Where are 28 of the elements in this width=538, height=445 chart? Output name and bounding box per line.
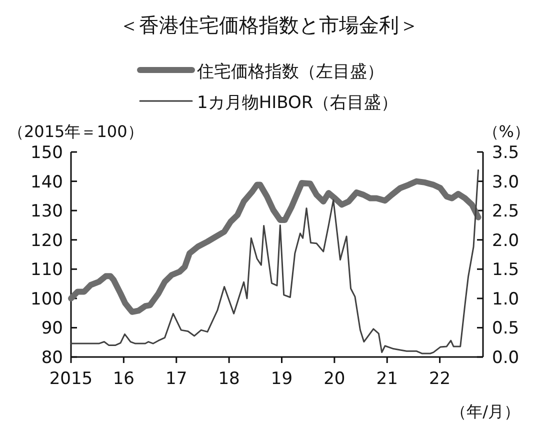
xlabel: （年/月）	[450, 402, 520, 421]
y2tick: 2.5	[492, 202, 520, 222]
xtick: 19	[270, 369, 293, 389]
xtick: 17	[166, 369, 188, 389]
xtick: 22	[428, 369, 451, 389]
title: ＜香港住宅価格指数と市場金利＞	[119, 13, 419, 37]
xtick: 16	[112, 369, 134, 389]
y2tick: 0.5	[492, 318, 520, 339]
ytick: 80	[41, 348, 63, 368]
y2tick: 3.0	[492, 172, 520, 192]
ytick: 90	[41, 318, 63, 339]
y2tick: 3.5	[492, 143, 520, 163]
ytick: 140	[30, 172, 63, 192]
ytick: 100	[30, 289, 63, 310]
ylabel: （2015年＝100）	[8, 122, 144, 141]
xtick: 20	[324, 369, 346, 389]
y2tick: 1.5	[492, 260, 520, 280]
ytick: 130	[30, 202, 63, 222]
xtick: 21	[376, 369, 398, 389]
ytick: 150	[30, 143, 63, 163]
y2label: （%）	[482, 122, 530, 141]
y2tick: 0.0	[492, 348, 520, 368]
y2tick: 2.0	[492, 230, 520, 251]
ytick: 110	[30, 260, 63, 280]
y2tick: 1.0	[492, 289, 520, 310]
xtick: 18	[218, 369, 240, 389]
xtick: 2015	[49, 369, 93, 389]
ytick: 120	[30, 230, 63, 251]
